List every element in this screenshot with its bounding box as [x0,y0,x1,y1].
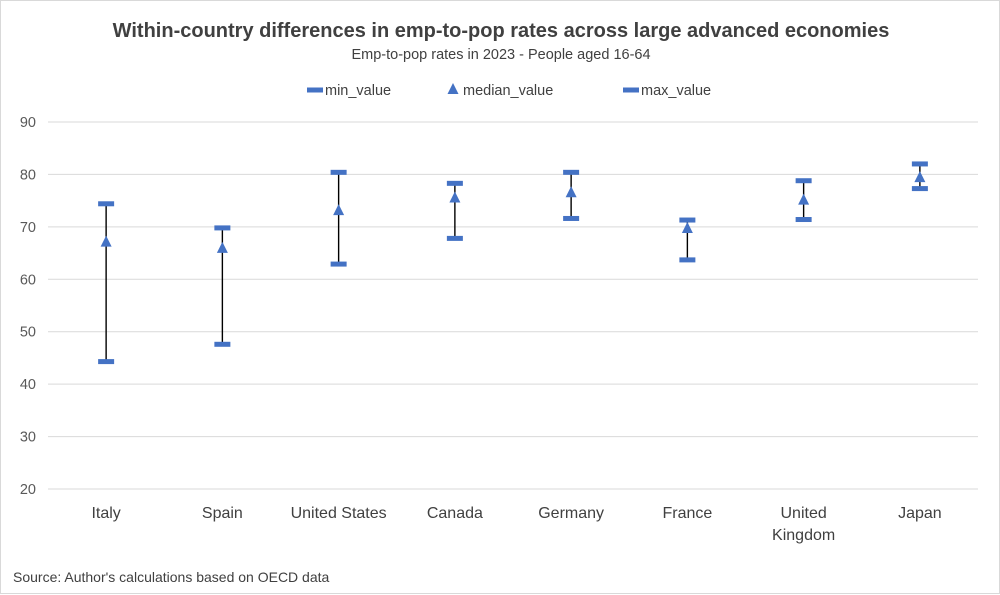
legend-triangle-icon [447,83,459,94]
max-marker [446,180,463,186]
chart-title: Within-country differences in emp-to-pop… [113,20,890,42]
min-marker [330,261,347,267]
x-category-label: United Kingdom [772,505,835,544]
min-marker [679,257,696,263]
x-category-label: Japan [898,505,942,522]
median-marker [333,204,345,216]
min-marker [911,186,928,192]
min-marker [446,235,463,241]
max-marker [330,169,347,175]
data-markers [98,161,928,365]
min-marker [214,341,231,347]
x-category-label: United States [291,505,387,522]
max-marker [98,201,115,207]
median-marker [914,171,926,183]
y-tick-label: 80 [20,167,36,183]
y-tick-label: 50 [20,325,36,341]
max-marker [214,225,231,231]
median-marker [100,235,112,247]
max-marker [679,217,696,223]
x-category-label: France [662,505,712,522]
legend-dash-icon [307,87,323,93]
y-tick-label: 20 [20,482,36,498]
y-tick-label: 40 [20,377,36,393]
median-marker [449,191,461,203]
min-marker [98,359,115,365]
median-marker [565,186,577,198]
x-category-label: Canada [427,505,483,522]
gridlines [48,121,978,490]
legend-label-max-value: max_value [641,83,711,99]
y-tick-label: 70 [20,220,36,236]
x-category-label: Germany [538,505,604,522]
y-tick-label: 60 [20,272,36,288]
median-marker [216,241,228,253]
x-category-label: Italy [91,505,120,522]
chart-subtitle: Emp-to-pop rates in 2023 - People aged 1… [351,47,650,63]
legend: min_value median_value max_value [307,83,711,99]
y-tick-label: 90 [20,115,36,131]
y-axis: 20 30 40 50 60 70 80 90 [20,115,36,498]
legend-dash-icon [623,87,639,93]
legend-label-median-value: median_value [463,83,553,99]
y-tick-label: 30 [20,430,36,446]
median-marker [798,193,810,205]
legend-label-min-value: min_value [325,83,391,99]
max-marker [563,169,580,175]
max-marker [911,161,928,167]
x-axis: Italy Spain United States Canada Germany Fran… [91,505,941,544]
min-marker [563,215,580,221]
source-note: Source: Author's calculations based on O… [13,569,330,585]
max-marker [795,178,812,184]
median-marker [681,221,693,233]
x-category-label: Spain [202,505,243,522]
min-marker [795,217,812,223]
